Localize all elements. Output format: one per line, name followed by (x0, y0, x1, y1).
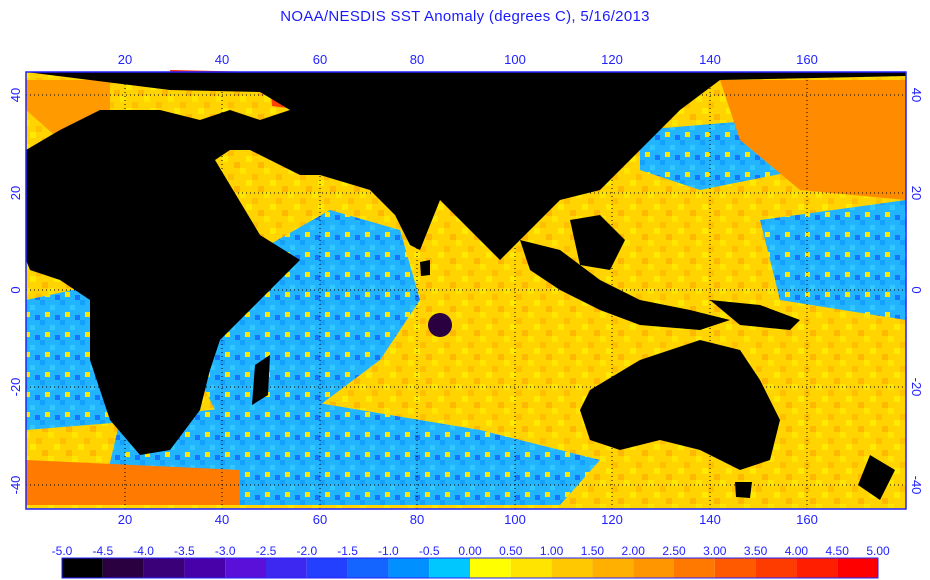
lat-tick-label: 20 (909, 186, 924, 200)
colorbar-swatch (633, 558, 674, 578)
lon-tick-label: 60 (313, 512, 327, 527)
colorbar-swatch (429, 558, 470, 578)
map-frame (25, 71, 907, 510)
land-tasmania (735, 482, 752, 498)
colorbar-label: 0.00 (458, 544, 482, 558)
lat-tick-label: 20 (8, 186, 23, 200)
lon-tick-label: 80 (410, 52, 424, 67)
colorbar-label: -0.5 (419, 544, 440, 558)
colorbar-swatch (143, 558, 185, 578)
land-sri-lanka (420, 260, 430, 276)
lat-tick-label: 40 (909, 88, 924, 102)
colorbar-swatch (714, 558, 756, 578)
colorbar-swatch (470, 558, 511, 578)
lat-tick-label: 0 (909, 286, 924, 293)
land-new-guinea (710, 300, 800, 330)
land-southeast-asia (520, 240, 730, 330)
colorbar-swatch (510, 558, 552, 578)
lat-tick-label: -40 (909, 476, 924, 495)
colorbar-swatch (62, 558, 103, 578)
lat-tick-label: 0 (8, 286, 23, 293)
right-latitude-axis: 40 20 0 -20 -40 (909, 88, 924, 495)
lon-tick-label: 60 (313, 52, 327, 67)
lon-tick-label: 40 (215, 52, 229, 67)
lat-tick-label: -40 (8, 476, 23, 495)
colorbar-swatch (225, 558, 266, 578)
lon-tick-label: 80 (410, 512, 424, 527)
colorbar-swatch (796, 558, 838, 578)
warm-anomaly-region (720, 80, 906, 200)
lon-tick-label: 120 (601, 512, 623, 527)
colorbar-label: 3.50 (744, 544, 768, 558)
lon-tick-label: 100 (504, 52, 526, 67)
colorbar-label: -4.0 (133, 544, 154, 558)
lon-tick-label: 40 (215, 512, 229, 527)
colorbar-label: 3.00 (703, 544, 727, 558)
lon-tick-label: 120 (601, 52, 623, 67)
lat-tick-label: -20 (909, 378, 924, 397)
colorbar-label: 2.00 (622, 544, 646, 558)
colorbar-label: 1.50 (581, 544, 605, 558)
cold-anomaly-spot (428, 313, 452, 337)
land-borneo (570, 215, 625, 270)
colorbar-label: 2.50 (662, 544, 686, 558)
bottom-longitude-axis: 20 40 60 80 100 120 140 160 (118, 512, 818, 527)
colorbar-swatch (102, 558, 144, 578)
lon-tick-label: 20 (118, 52, 132, 67)
colorbar: -5.0 -4.5 -4.0 -3.5 -3.0 -2.5 -2.0 -1.5 -1.0 -0.5… (52, 544, 890, 579)
colorbar-label: 5.00 (866, 544, 890, 558)
colorbar-label: 4.50 (826, 544, 850, 558)
lon-tick-label: 100 (504, 512, 526, 527)
colorbar-label: -4.5 (92, 544, 113, 558)
land-madagascar (252, 355, 270, 405)
colorbar-label: -1.5 (337, 544, 358, 558)
colorbar-label: -3.0 (215, 544, 236, 558)
land-australia (580, 340, 780, 470)
cold-anomaly-region (760, 200, 906, 320)
left-latitude-axis: 40 20 0 -20 -40 (8, 88, 23, 495)
lon-tick-label: 140 (699, 512, 721, 527)
colorbar-swatch (592, 558, 634, 578)
land-new-zealand (858, 455, 895, 500)
colorbar-label: 4.00 (785, 544, 809, 558)
lat-tick-label: 40 (8, 88, 23, 102)
warm-anomaly-region (26, 460, 240, 505)
colorbar-label: -1.0 (378, 544, 399, 558)
colorbar-label: -2.0 (296, 544, 317, 558)
lon-tick-label: 160 (796, 512, 818, 527)
colorbar-swatch (388, 558, 430, 578)
colorbar-swatch (551, 558, 593, 578)
colorbar-label: 0.50 (499, 544, 523, 558)
colorbar-label: -3.5 (174, 544, 195, 558)
colorbar-swatch (347, 558, 389, 578)
colorbar-label: -2.5 (256, 544, 277, 558)
map-title: NOAA/NESDIS SST Anomaly (degrees C), 5/1… (280, 8, 650, 25)
colorbar-frame (61, 557, 879, 579)
top-longitude-axis: 20 40 60 80 100 120 140 160 (118, 52, 818, 67)
colorbar-swatch (306, 558, 348, 578)
colorbar-swatch (755, 558, 797, 578)
colorbar-label: 1.00 (540, 544, 564, 558)
lon-tick-label: 20 (118, 512, 132, 527)
colorbar-swatch (837, 558, 878, 578)
colorbar-swatch (184, 558, 226, 578)
lon-tick-label: 160 (796, 52, 818, 67)
lat-tick-label: -20 (8, 378, 23, 397)
colorbar-swatch (674, 558, 715, 578)
lon-tick-label: 140 (699, 52, 721, 67)
colorbar-swatch (266, 558, 307, 578)
land-africa-eurasia (26, 72, 906, 455)
colorbar-label: -5.0 (52, 544, 73, 558)
gridlines (26, 72, 906, 509)
